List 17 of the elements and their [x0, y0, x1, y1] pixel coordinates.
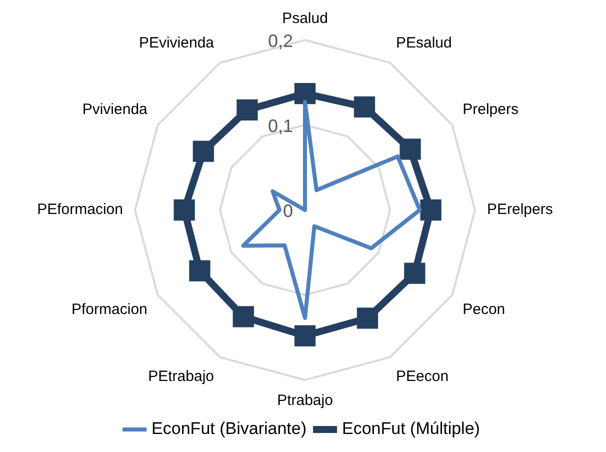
spoke-label: PEformacion	[37, 201, 123, 218]
y-tick-label: 0	[282, 200, 293, 221]
spoke-label: PEvivienda	[138, 34, 215, 52]
legend-label: EconFut (Bivariante)	[152, 419, 307, 438]
y-tick-label: 0,2	[268, 30, 293, 51]
y-tick-label: 0,1	[268, 116, 293, 136]
spoke-label: PEtrabajo	[148, 368, 214, 385]
spoke-label: Pvivienda	[82, 101, 148, 118]
spoke-label: Pecon	[462, 301, 506, 318]
legend-label: EconFut (Múltiple)	[342, 419, 480, 438]
spoke-label: Pformacion	[72, 301, 148, 318]
spoke-label: PErelpers	[487, 201, 553, 218]
spoke-label: Ptrabajo	[277, 392, 333, 410]
spoke-label: Prelpers	[462, 101, 518, 118]
spoke-label: PEsalud	[396, 34, 452, 52]
spoke-label: Psalud	[282, 10, 328, 28]
spoke-label: PEecon	[396, 368, 449, 385]
